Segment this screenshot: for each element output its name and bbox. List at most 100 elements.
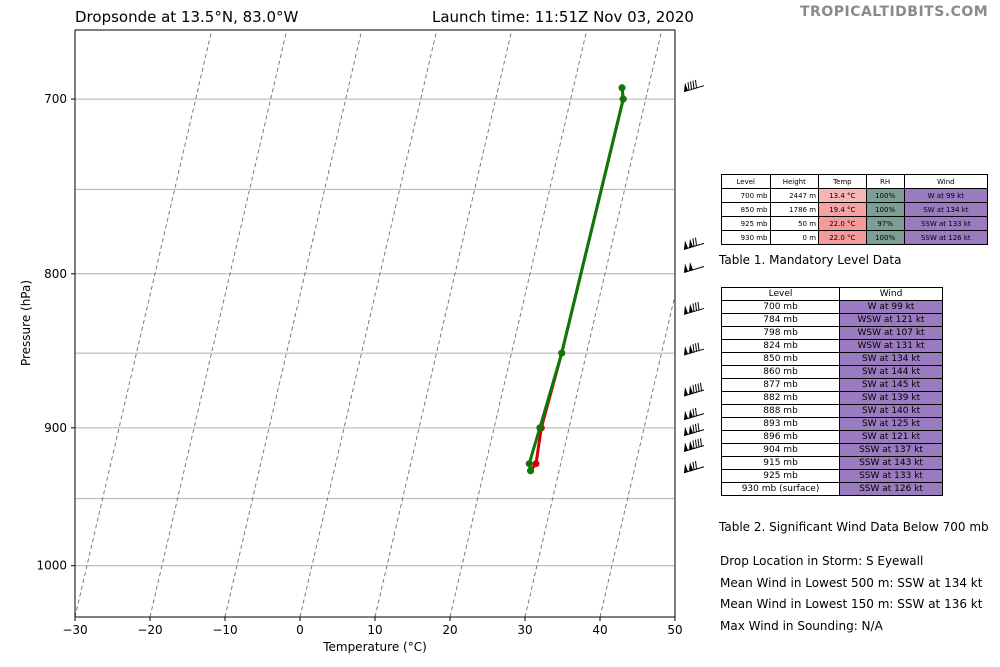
- table-row: 896 mb SW at 121 kt: [720, 430, 943, 444]
- wind-barb-flag: [684, 305, 688, 315]
- isotherm-lines: [75, 30, 675, 617]
- wind-barb-flag: [684, 426, 688, 436]
- y-tick-label: 800: [44, 267, 67, 281]
- wind-barb-flag: [689, 440, 693, 450]
- table-cell: 1786 m: [769, 202, 820, 217]
- wind-barb-flag: [689, 425, 693, 435]
- wind-barb-line: [700, 438, 702, 447]
- table-cell: SSW at 126 kt: [903, 230, 989, 245]
- wind-barb-line: [697, 383, 700, 392]
- y-tick-label: 900: [44, 421, 67, 435]
- table1-caption: Table 1. Mandatory Level Data: [719, 253, 902, 267]
- table-header-cell: RH: [865, 174, 905, 189]
- isotherm-line: [224, 30, 363, 617]
- wind-barb-line: [687, 82, 690, 91]
- y-tick-label: 1000: [36, 559, 67, 573]
- table-cell: 882 mb: [720, 391, 841, 405]
- y-tick-label: 700: [44, 92, 67, 106]
- wind-barb: [683, 79, 705, 93]
- table-cell: 100%: [865, 230, 905, 245]
- wind-barb-flag: [684, 410, 688, 420]
- wind-barb: [683, 382, 705, 397]
- x-tick-label: 50: [667, 623, 682, 637]
- table-row: 860 mb SW at 144 kt: [720, 365, 943, 379]
- wind-barb-line: [695, 407, 697, 416]
- wind-barb: [683, 301, 705, 315]
- significant-wind-table-header: Level Wind: [720, 287, 943, 301]
- table-row: 824 mb WSW at 131 kt: [720, 339, 943, 353]
- dewpoint-line: [527, 87, 625, 471]
- table-cell: SSW at 133 kt: [903, 216, 989, 231]
- wind-barb-flag: [684, 442, 688, 452]
- isotherm-line: [449, 30, 588, 617]
- table-cell: 930 mb: [721, 230, 771, 245]
- table-header-cell: Height: [769, 174, 820, 189]
- table-cell: W at 99 kt: [903, 188, 989, 203]
- wind-barb-flag: [689, 385, 693, 395]
- x-tick-label: 10: [367, 623, 382, 637]
- x-tick-label: 30: [517, 623, 532, 637]
- x-axis: −30 −20 −10 0 10 20 30 40 50: [62, 617, 683, 637]
- table-cell: SW at 134 kt: [903, 202, 989, 217]
- wind-barb-line: [695, 79, 697, 89]
- wind-barb-line: [695, 423, 697, 432]
- x-axis-label: Temperature (°C): [322, 640, 427, 654]
- wind-barb-flag: [684, 240, 688, 250]
- table-row: 930 mb (surface) SSW at 126 kt: [720, 482, 943, 496]
- table-cell: SW at 140 kt: [839, 404, 943, 418]
- pressure-gridlines: [75, 98, 675, 567]
- wind-barb-flag: [684, 463, 688, 473]
- table-cell: 13.4 °C: [818, 188, 867, 203]
- table-row: 893 mb SW at 125 kt: [720, 417, 943, 431]
- wind-barb-line: [692, 424, 695, 433]
- table-cell: 925 mb: [720, 469, 841, 483]
- table-cell: 896 mb: [720, 430, 841, 444]
- max-wind-text: Max Wind in Sounding: N/A: [720, 619, 883, 633]
- table-cell: SW at 144 kt: [839, 365, 943, 379]
- wind-barb: [683, 423, 705, 437]
- wind-barb-line: [695, 343, 697, 352]
- table-row: 925 mb 50 m 22.0 °C 97% SSW at 133 kt: [721, 216, 989, 231]
- chart-title-left: Dropsonde at 13.5°N, 83.0°W: [75, 8, 299, 26]
- table-cell: SSW at 143 kt: [839, 456, 943, 470]
- table-cell: SSW at 137 kt: [839, 443, 943, 457]
- isotherm-line: [599, 293, 675, 617]
- mandatory-level-table: Level Height Temp RH Wind 700 mb 2447 m 13.4 °…: [721, 174, 989, 245]
- table-cell: SW at 145 kt: [839, 378, 943, 392]
- wind-barb-staff: [683, 266, 705, 273]
- isotherm-line: [75, 30, 213, 617]
- isotherm-line: [299, 30, 438, 617]
- table-row: 700 mb 2447 m 13.4 °C 100% W at 99 kt: [721, 188, 989, 203]
- wind-barb: [683, 460, 705, 474]
- table-cell: 925 mb: [721, 216, 771, 231]
- brand-watermark: TROPICALTIDBITS.COM: [800, 4, 989, 20]
- wind-barb-line: [690, 81, 692, 90]
- wind-barb-line: [692, 461, 695, 470]
- table-cell: 888 mb: [720, 404, 841, 418]
- wind-barb-flag: [684, 346, 688, 356]
- table-cell: 19.4 °C: [818, 202, 867, 217]
- table-cell: SW at 139 kt: [839, 391, 943, 405]
- wind-barb-line: [695, 237, 697, 246]
- mean-wind-500m-text: Mean Wind in Lowest 500 m: SSW at 134 kt: [720, 576, 983, 590]
- mean-wind-150m-text: Mean Wind in Lowest 150 m: SSW at 136 kt: [720, 597, 983, 611]
- table-cell: 50 m: [769, 216, 820, 231]
- wind-barb: [683, 438, 705, 452]
- wind-barb-line: [695, 460, 697, 470]
- table-header-cell: Level: [721, 174, 771, 189]
- sounding-series: [525, 84, 627, 475]
- table-cell: 784 mb: [720, 313, 841, 327]
- table-cell: 100%: [865, 202, 905, 217]
- table-cell: 904 mb: [720, 443, 841, 457]
- table-row: 888 mb SW at 140 kt: [720, 404, 943, 418]
- wind-barb-flag: [689, 462, 693, 472]
- y-axis: 700 800 900 1000: [36, 92, 75, 573]
- x-tick-label: −30: [62, 623, 87, 637]
- x-tick-label: 40: [592, 623, 607, 637]
- table-row: 784 mb WSW at 121 kt: [720, 313, 943, 327]
- table-cell: WSW at 121 kt: [839, 313, 943, 327]
- table-cell: 860 mb: [720, 365, 841, 379]
- wind-barb-flag: [689, 238, 693, 248]
- table-cell: 850 mb: [720, 352, 841, 366]
- table-row: 877 mb SW at 145 kt: [720, 378, 943, 392]
